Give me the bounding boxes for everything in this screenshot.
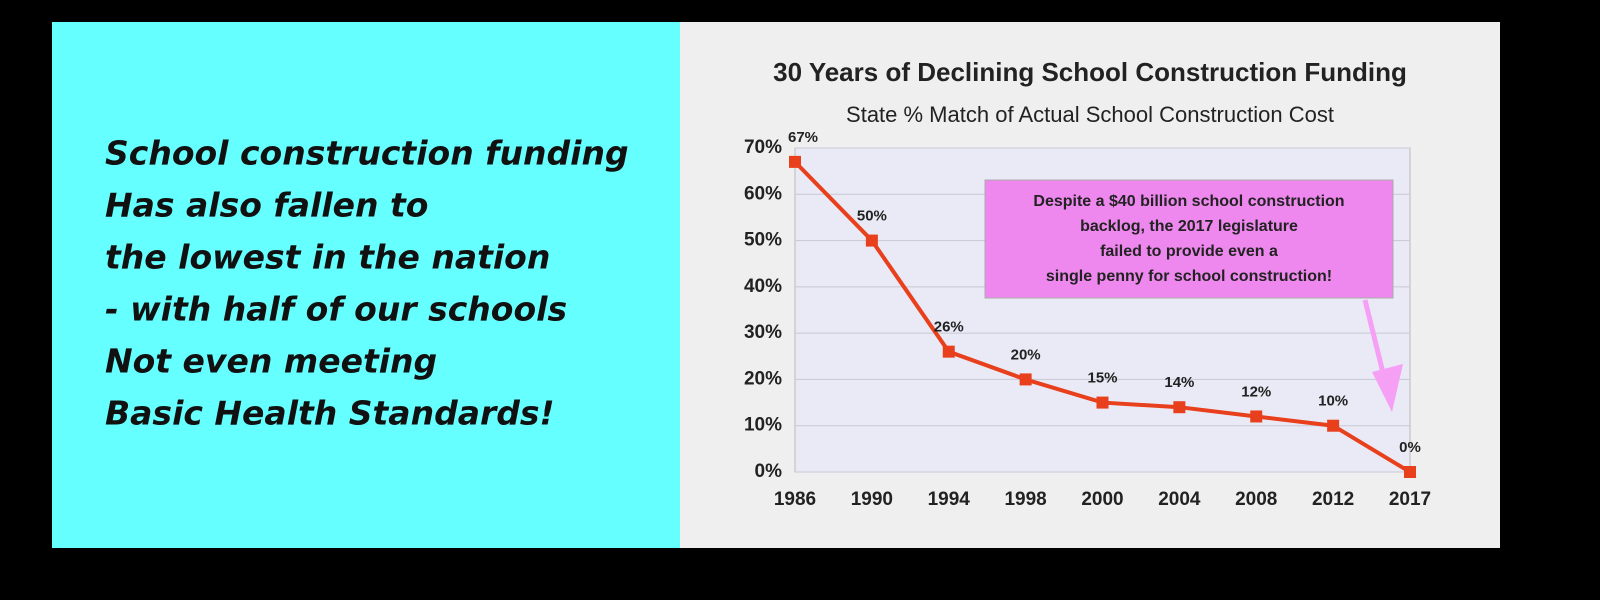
value-label: 12% (1241, 383, 1271, 400)
y-tick-label: 20% (744, 368, 782, 389)
annotation-line: failed to provide even a (1100, 243, 1278, 260)
x-tick-label: 1986 (774, 489, 816, 510)
marker (942, 345, 955, 358)
marker (789, 155, 801, 168)
value-label: 20% (1011, 346, 1041, 363)
x-tick-label: 1994 (928, 489, 971, 510)
value-label: 15% (1087, 370, 1117, 387)
y-tick-label: 50% (744, 230, 782, 251)
x-tick-label: 2017 (1389, 489, 1431, 510)
x-tick-label: 2000 (1081, 489, 1123, 510)
annotation-arrowhead (1372, 364, 1403, 412)
value-label: 67% (788, 129, 818, 146)
y-tick-label: 10% (744, 415, 782, 436)
marker (1173, 401, 1186, 414)
panel-line: - with half of our schools (105, 290, 567, 329)
y-tick-label: 40% (744, 276, 782, 297)
marker (1096, 396, 1109, 409)
panel-text-group: School construction funding Has also fall… (105, 134, 629, 433)
x-tick-label: 1998 (1004, 489, 1046, 510)
marks: 67% 50% 26% 20% 15% 14% 12% 10% 0% (788, 129, 1421, 478)
marker (1327, 419, 1340, 432)
value-label: 0% (1399, 439, 1421, 456)
panel-line: Not even meeting (105, 342, 437, 381)
value-label: 10% (1318, 393, 1348, 410)
y-tick-label: 0% (755, 461, 783, 482)
x-tick-label: 2004 (1158, 489, 1201, 510)
panel-line: Has also fallen to (105, 186, 428, 225)
value-label: 14% (1164, 374, 1194, 391)
marker (1250, 410, 1263, 423)
chart-title: 30 Years of Declining School Constructio… (773, 57, 1407, 87)
annotation-box (984, 179, 1394, 299)
value-label: 50% (857, 208, 887, 225)
x-tick-label: 1990 (851, 489, 893, 510)
y-tick-label: 60% (744, 183, 782, 204)
annotation-line: single penny for school construction! (1046, 268, 1332, 285)
x-tick-label: 2008 (1235, 489, 1277, 510)
text-panel (52, 22, 680, 548)
panel-line: the lowest in the nation (105, 238, 550, 277)
chart-subtitle: State % Match of Actual School Construct… (846, 102, 1334, 127)
x-tick-label: 2012 (1312, 489, 1354, 510)
annotation-line: Despite a $40 billion school constructio… (1033, 193, 1344, 210)
value-label: 26% (934, 319, 964, 336)
y-tick-label: 30% (744, 322, 782, 343)
y-tick-label: 70% (744, 137, 782, 158)
marker (865, 234, 878, 247)
marker (1019, 373, 1032, 386)
panel-line: Basic Health Standards! (105, 394, 555, 433)
marker (1404, 466, 1416, 478)
annotation-line: backlog, the 2017 legislature (1080, 218, 1298, 235)
panel-line: School construction funding (105, 134, 629, 173)
